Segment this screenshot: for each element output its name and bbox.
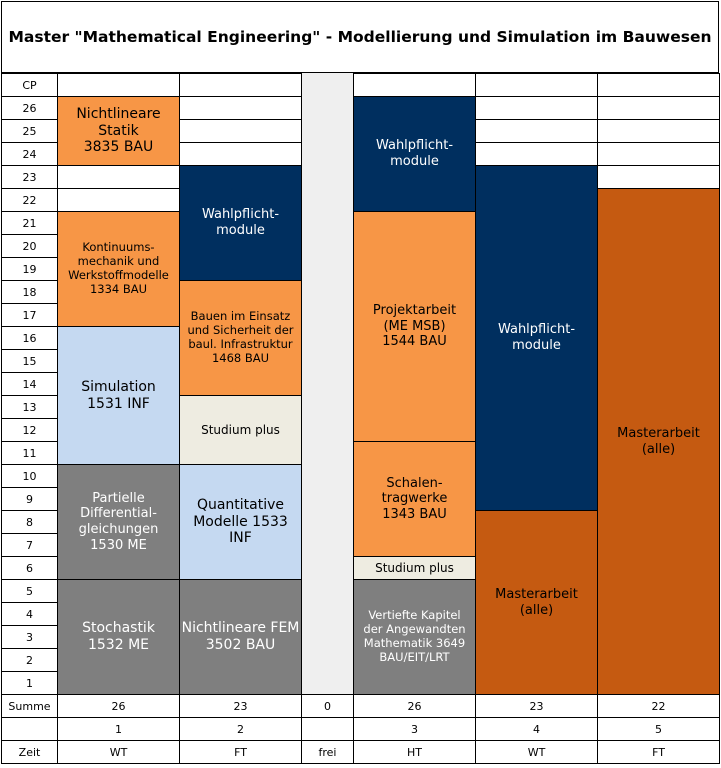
cp-row-label: 25 (1, 119, 58, 143)
module-block: Quantitative Modelle 1533 INF (179, 464, 302, 580)
semester-number (301, 717, 354, 741)
empty-cell (597, 73, 720, 97)
module-block: Nichtlineare Statik 3835 BAU (57, 96, 180, 166)
sum-value: 0 (301, 694, 354, 718)
empty-cell (475, 142, 598, 166)
sum-value: 23 (179, 694, 302, 718)
empty-cell (57, 165, 180, 189)
module-block: Partielle Differential- gleichungen 1530… (57, 464, 180, 580)
empty-cell (179, 73, 302, 97)
cp-row-label: 8 (1, 510, 58, 534)
cp-row-label: 15 (1, 349, 58, 373)
empty-cell (597, 96, 720, 120)
cp-row-label: 7 (1, 533, 58, 557)
cp-row-label: 2 (1, 648, 58, 672)
cp-row-label: 13 (1, 395, 58, 419)
term-value: HT (353, 740, 476, 764)
cp-row-label: 26 (1, 96, 58, 120)
empty-cell (597, 119, 720, 143)
module-block: Kontinuums- mechanik und Werkstoffmodell… (57, 211, 180, 327)
cp-row-label: 4 (1, 602, 58, 626)
cp-row-label: 22 (1, 188, 58, 212)
sum-value: 26 (353, 694, 476, 718)
sum-value: 23 (475, 694, 598, 718)
cp-row-label: 23 (1, 165, 58, 189)
sum-label: Summe (1, 694, 58, 718)
term-value: WT (475, 740, 598, 764)
cp-row-label: 19 (1, 257, 58, 281)
module-block: Vertiefte Kapitel der Angewandten Mathem… (353, 579, 476, 695)
module-block: Nichtlineare FEM 3502 BAU (179, 579, 302, 695)
empty-cell (57, 73, 180, 97)
semester-number: 2 (179, 717, 302, 741)
empty-cell (353, 73, 476, 97)
term-value: frei (301, 740, 354, 764)
page-title: Master "Mathematical Engineering" - Mode… (1, 1, 719, 73)
module-block: Masterarbeit (alle) (475, 510, 598, 695)
cp-row-label: 5 (1, 579, 58, 603)
cp-row-label: 11 (1, 441, 58, 465)
empty-cell (179, 119, 302, 143)
cp-row-label: 1 (1, 671, 58, 695)
cp-row-label: 21 (1, 211, 58, 235)
empty-cell (179, 96, 302, 120)
cp-row-label: 3 (1, 625, 58, 649)
semester-number: 3 (353, 717, 476, 741)
empty-cell (597, 165, 720, 189)
module-block: Studium plus (179, 395, 302, 465)
module-block: Bauen im Einsatz und Sicherheit der baul… (179, 280, 302, 396)
term-value: WT (57, 740, 180, 764)
empty-cell (57, 188, 180, 212)
time-label: Zeit (1, 740, 58, 764)
module-block: Masterarbeit (alle) (597, 188, 720, 695)
sum-value: 26 (57, 694, 180, 718)
cp-row-label: 10 (1, 464, 58, 488)
semester-number: 5 (597, 717, 720, 741)
semester-label (1, 717, 58, 741)
cp-row-label: 6 (1, 556, 58, 580)
term-value: FT (179, 740, 302, 764)
cp-row-label: 16 (1, 326, 58, 350)
sum-value: 22 (597, 694, 720, 718)
module-block: Simulation 1531 INF (57, 326, 180, 465)
module-block: Schalen- tragwerke 1343 BAU (353, 441, 476, 557)
cp-header: CP (1, 73, 58, 97)
cp-row-label: 20 (1, 234, 58, 258)
module-block: Wahlpflicht- module (353, 96, 476, 212)
cp-row-label: 12 (1, 418, 58, 442)
empty-cell (475, 119, 598, 143)
cp-row-label: 17 (1, 303, 58, 327)
module-block: Wahlpflicht- module (179, 165, 302, 281)
empty-cell (179, 142, 302, 166)
free-semester-column (301, 73, 354, 694)
empty-cell (475, 96, 598, 120)
empty-cell (475, 73, 598, 97)
cp-row-label: 18 (1, 280, 58, 304)
semester-number: 4 (475, 717, 598, 741)
module-block: Projektarbeit (ME MSB) 1544 BAU (353, 211, 476, 442)
module-block: Stochastik 1532 ME (57, 579, 180, 695)
cp-row-label: 24 (1, 142, 58, 166)
module-block: Studium plus (353, 556, 476, 580)
cp-row-label: 14 (1, 372, 58, 396)
empty-cell (597, 142, 720, 166)
cp-row-label: 9 (1, 487, 58, 511)
term-value: FT (597, 740, 720, 764)
module-block: Wahlpflicht- module (475, 165, 598, 511)
semester-number: 1 (57, 717, 180, 741)
